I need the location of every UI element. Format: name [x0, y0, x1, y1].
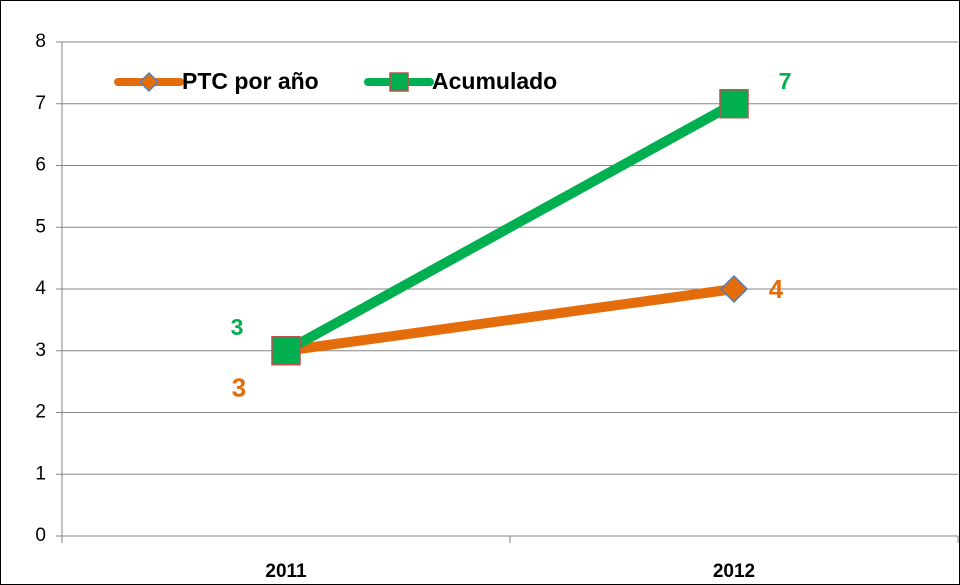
data-label: 3	[231, 314, 244, 340]
legend-marker	[389, 72, 409, 92]
series-line	[285, 284, 735, 356]
diamond-marker	[719, 274, 749, 304]
y-tick-label: 3	[35, 340, 46, 361]
legend-label: PTC por año	[182, 68, 319, 94]
square-marker	[719, 89, 749, 119]
legend-label: Acumulado	[432, 68, 557, 94]
y-tick-label: 2	[35, 402, 46, 423]
y-tick-label: 1	[35, 463, 46, 484]
y-tick-label: 5	[35, 216, 46, 237]
data-label: 3	[232, 373, 246, 403]
y-tick-label: 6	[35, 155, 46, 176]
y-tick-label: 4	[35, 278, 46, 299]
data-label: 4	[769, 274, 784, 304]
x-tick-label: 2012	[713, 561, 755, 582]
legend-marker	[138, 71, 160, 93]
x-tick-label: 2011	[265, 561, 307, 582]
y-tick-label: 7	[35, 93, 46, 114]
data-label: 7	[779, 68, 792, 94]
y-tick-label: 0	[35, 525, 46, 546]
square-marker	[271, 336, 301, 366]
y-tick-label: 8	[35, 31, 46, 52]
series-line	[283, 99, 737, 356]
